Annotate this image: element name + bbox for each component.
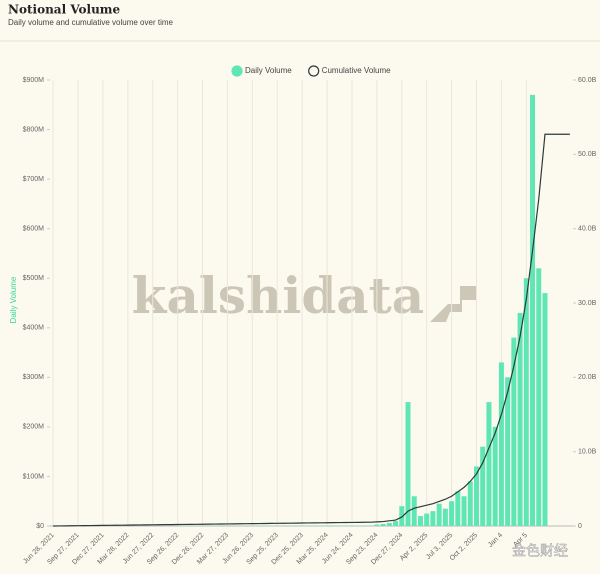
bar bbox=[480, 446, 486, 526]
bar bbox=[449, 501, 455, 526]
y2-tick-label: 40.0B bbox=[578, 226, 597, 233]
bar bbox=[417, 516, 423, 526]
bar bbox=[380, 524, 386, 526]
watermark-2: 金色财经 bbox=[512, 543, 568, 559]
watermark: kalshidata bbox=[132, 266, 424, 325]
y2-tick-label: 10.0B bbox=[578, 449, 597, 456]
y-tick-label: $500M bbox=[23, 275, 45, 282]
bar bbox=[399, 506, 405, 526]
bar bbox=[461, 496, 467, 526]
line bbox=[53, 133, 570, 527]
bar bbox=[436, 503, 442, 526]
legend-label: Daily Volume bbox=[245, 66, 292, 75]
bar bbox=[511, 337, 517, 526]
bar bbox=[530, 94, 536, 526]
y-tick-label: $400M bbox=[23, 325, 45, 332]
y-tick-label: $300M bbox=[23, 374, 45, 381]
y2-tick-label: 30.0B bbox=[578, 300, 597, 307]
bar bbox=[492, 426, 498, 526]
legend-marker bbox=[231, 65, 243, 77]
y-tick-label: $200M bbox=[23, 424, 45, 431]
chart-subtitle: Daily volume and cumulative volume over … bbox=[8, 18, 174, 27]
y2-tick-label: 0 bbox=[578, 523, 582, 530]
bar bbox=[393, 521, 399, 526]
bar bbox=[386, 523, 392, 526]
y-tick-label: $700M bbox=[23, 176, 45, 183]
bar bbox=[442, 508, 448, 526]
legend-label: Cumulative Volume bbox=[322, 66, 391, 75]
y-tick-label: $600M bbox=[23, 226, 45, 233]
y2-tick-label: 20.0B bbox=[578, 374, 597, 381]
bar bbox=[486, 402, 492, 526]
x-tick-label: Jan 4 bbox=[487, 532, 504, 549]
bar bbox=[517, 312, 523, 526]
bar bbox=[542, 293, 548, 526]
y2-tick-label: 60.0B bbox=[578, 77, 597, 84]
legend-marker bbox=[308, 65, 320, 77]
bar bbox=[455, 491, 461, 526]
bar bbox=[505, 377, 511, 526]
y-tick-label: $100M bbox=[23, 473, 45, 480]
y-tick-label: $900M bbox=[23, 77, 45, 84]
bar bbox=[405, 402, 411, 526]
y-tick-label: $0 bbox=[36, 523, 44, 530]
bar bbox=[498, 362, 504, 526]
bar bbox=[523, 278, 529, 526]
y-tick-label: $800M bbox=[23, 126, 45, 133]
y2-tick-label: 50.0B bbox=[578, 151, 597, 158]
bar bbox=[424, 513, 430, 526]
watermark-logo bbox=[430, 286, 476, 322]
bar bbox=[374, 524, 380, 526]
bar bbox=[536, 268, 542, 526]
bar bbox=[467, 481, 473, 526]
bar bbox=[411, 496, 417, 526]
bar bbox=[474, 466, 479, 526]
y-axis-label: Daily Volume bbox=[9, 276, 18, 323]
bar bbox=[430, 511, 436, 526]
chart-title: Notional Volume bbox=[8, 3, 121, 17]
